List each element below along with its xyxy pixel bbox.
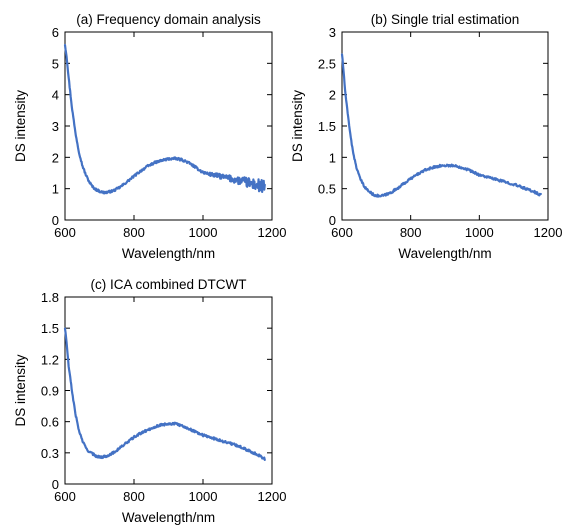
chart-panel: 600 800 1000 1200 0 0.5 1 1.5 2 2.5 3 (b) Single tr… bbox=[290, 12, 562, 261]
x-tick-label: 1000 bbox=[465, 225, 494, 240]
y-tick-label: 0 bbox=[52, 477, 59, 492]
y-tick-label: 2 bbox=[329, 88, 336, 103]
x-tick-label: 600 bbox=[54, 225, 76, 240]
y-tick-label: 6 bbox=[52, 25, 59, 40]
chart-title: (b) Single trial estimation bbox=[371, 12, 520, 27]
x-tick-label: 1000 bbox=[189, 489, 218, 504]
y-axis-label: DS intensity bbox=[290, 90, 305, 162]
chart-title: (c) ICA combined DTCWT bbox=[90, 277, 246, 292]
y-tick-label: 1.5 bbox=[41, 321, 59, 336]
y-tick-label: 1.5 bbox=[318, 119, 336, 134]
x-tick-label: 600 bbox=[331, 225, 353, 240]
y-tick-label: 2.5 bbox=[318, 56, 336, 71]
x-tick-label: 800 bbox=[400, 225, 422, 240]
x-axis-label: Wavelength/nm bbox=[398, 246, 491, 261]
x-axis-label: Wavelength/nm bbox=[122, 246, 215, 261]
y-tick-label: 3 bbox=[52, 119, 59, 134]
y-tick-label: 0.3 bbox=[41, 446, 59, 461]
x-tick-label: 800 bbox=[123, 489, 145, 504]
y-tick-label: 1 bbox=[329, 150, 336, 165]
y-tick-label: 2 bbox=[52, 150, 59, 165]
y-tick-label: 0.5 bbox=[318, 182, 336, 197]
series-line bbox=[63, 43, 266, 195]
y-tick-label: 1.2 bbox=[41, 352, 59, 367]
x-tick-label: 1200 bbox=[258, 489, 287, 504]
y-tick-label: 0.6 bbox=[41, 415, 59, 430]
y-tick-label: 3 bbox=[329, 25, 336, 40]
series-line bbox=[340, 53, 542, 198]
y-axis-label: DS intensity bbox=[13, 354, 28, 426]
y-tick-label: 0 bbox=[329, 213, 336, 228]
y-tick-label: 1 bbox=[52, 182, 59, 197]
y-tick-label: 4 bbox=[52, 88, 59, 103]
y-tick-label: 0 bbox=[52, 213, 59, 228]
x-tick-label: 1200 bbox=[534, 225, 563, 240]
x-axis-label: Wavelength/nm bbox=[122, 510, 215, 525]
series-line bbox=[63, 327, 266, 461]
x-tick-label: 1200 bbox=[258, 225, 287, 240]
y-axis-label: DS intensity bbox=[13, 90, 28, 162]
chart-panel: 600 800 1000 1200 0 1 2 3 4 5 6 (a) Frequency domai… bbox=[13, 12, 286, 261]
y-tick-label: 0.9 bbox=[41, 384, 59, 399]
chart-panel: 600 800 1000 1200 0 0.3 0.6 0.9 1.2 1.5 1.8 (c) ICA… bbox=[13, 277, 286, 525]
x-tick-label: 1000 bbox=[189, 225, 218, 240]
x-tick-label: 800 bbox=[123, 225, 145, 240]
chart-title: (a) Frequency domain analysis bbox=[76, 12, 261, 27]
y-tick-label: 5 bbox=[52, 56, 59, 71]
x-tick-label: 600 bbox=[54, 489, 76, 504]
plot-frame bbox=[341, 31, 549, 221]
y-tick-label: 1.8 bbox=[41, 290, 59, 305]
